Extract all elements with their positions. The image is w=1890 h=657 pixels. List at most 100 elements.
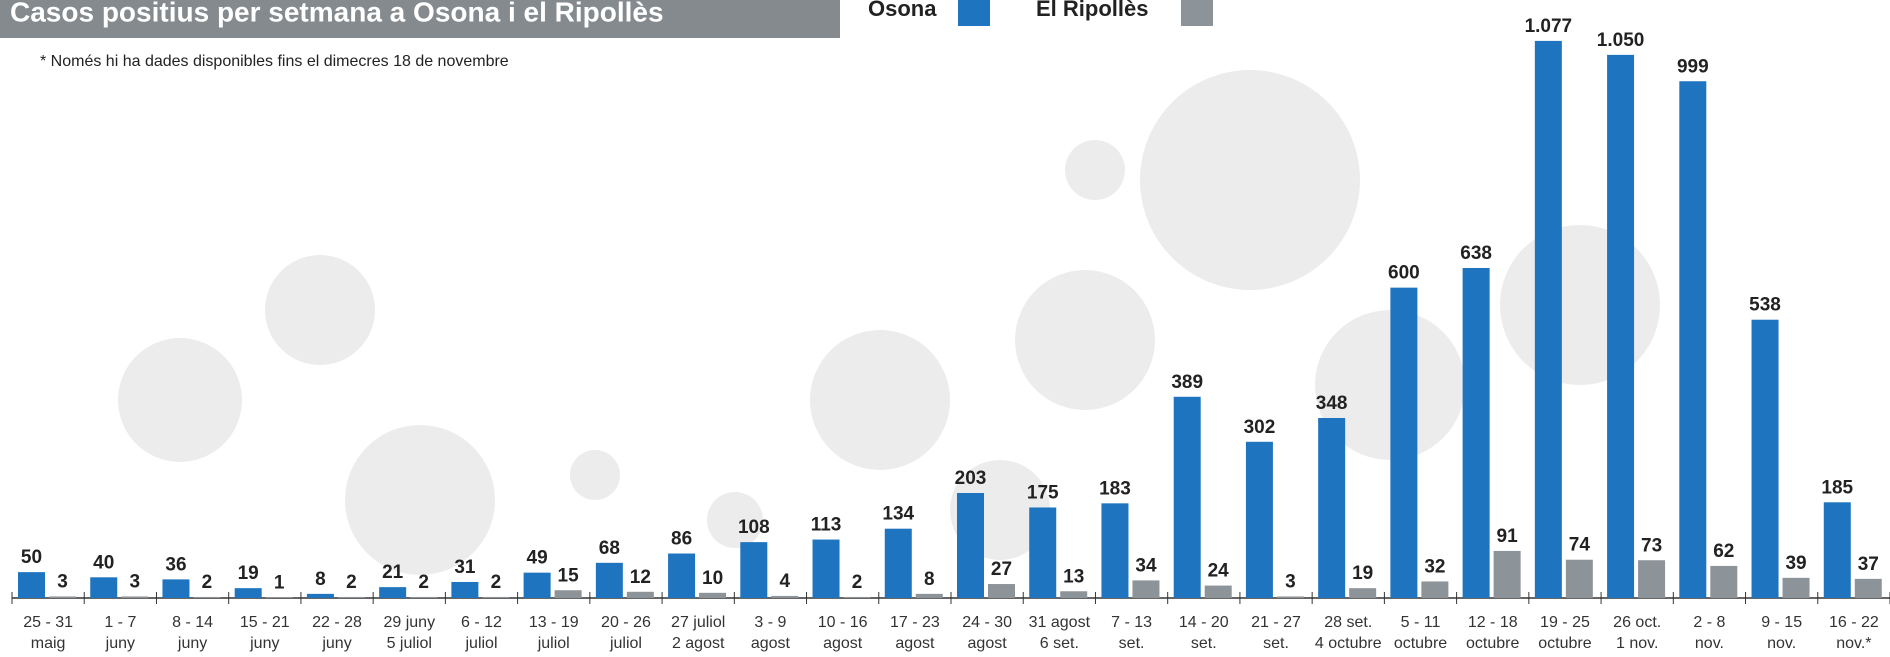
bar: [1277, 596, 1304, 598]
value-label: 8: [924, 569, 935, 590]
value-label: 19: [1352, 563, 1373, 584]
value-label: 37: [1858, 554, 1879, 575]
value-label: 175: [1027, 482, 1059, 503]
value-label: 31: [454, 557, 476, 578]
value-label: 13: [1063, 566, 1084, 587]
value-label: 3: [129, 571, 140, 592]
bar: [699, 593, 726, 598]
chart-title: Casos positius per setmana a Osona i el …: [10, 0, 664, 27]
bar: [49, 596, 76, 598]
bar: [482, 597, 509, 598]
bar: [162, 579, 189, 598]
bar: [410, 597, 437, 598]
value-label: 2: [852, 572, 863, 593]
background-virus: [118, 70, 1660, 575]
value-label: 348: [1316, 393, 1348, 414]
bar: [1783, 578, 1810, 598]
bar: [885, 529, 912, 598]
x-tick-label: 25 - 31maig: [23, 614, 73, 652]
bar: [1494, 551, 1521, 598]
x-tick-label: 13 - 19juliol: [529, 614, 579, 652]
value-label: 3: [57, 571, 68, 592]
value-label: 91: [1497, 526, 1519, 547]
value-label: 74: [1569, 535, 1591, 556]
legend-label: Osona: [868, 0, 937, 21]
bar: [235, 588, 262, 598]
legend-label: El Ripollès: [1036, 0, 1148, 21]
bar: [1535, 41, 1562, 598]
bar: [668, 554, 695, 598]
bar: [596, 563, 623, 598]
value-label: 3: [1285, 571, 1296, 592]
value-label: 73: [1641, 535, 1662, 556]
bar: [1349, 588, 1376, 598]
bar: [1205, 586, 1232, 598]
value-label: 2: [418, 572, 429, 593]
value-label: 32: [1424, 556, 1445, 577]
bar: [1101, 503, 1128, 598]
value-label: 19: [238, 563, 259, 584]
bar: [1566, 560, 1593, 598]
value-label: 538: [1749, 295, 1781, 316]
bar: [338, 597, 365, 598]
value-label: 49: [527, 548, 548, 569]
bar: [844, 597, 871, 598]
bar: [451, 582, 478, 598]
bar: [740, 542, 767, 598]
value-label: 21: [382, 562, 404, 583]
value-label: 36: [165, 554, 186, 575]
bar: [1246, 442, 1273, 598]
x-tick-label: 2 - 8nov.: [1693, 614, 1725, 652]
value-label: 1: [274, 572, 285, 593]
value-label: 999: [1677, 56, 1709, 77]
value-label: 68: [599, 538, 620, 559]
bar: [90, 577, 117, 598]
value-label: 39: [1785, 553, 1806, 574]
bar: [771, 596, 798, 598]
value-label: 50: [21, 547, 42, 568]
value-label: 24: [1208, 561, 1230, 582]
value-label: 113: [811, 515, 842, 536]
chart-subtitle: * Només hi ha dades disponibles fins el …: [40, 53, 509, 70]
bar: [957, 493, 984, 598]
x-tick-label: 5 - 11octubre: [1394, 614, 1447, 652]
bar: [379, 587, 406, 598]
value-label: 40: [93, 552, 114, 573]
value-label: 638: [1460, 243, 1492, 264]
bar: [1463, 268, 1490, 598]
bar: [1060, 591, 1087, 598]
bar: [1318, 418, 1345, 598]
bar: [307, 594, 334, 598]
value-label: 1.050: [1597, 30, 1645, 51]
value-label: 62: [1713, 541, 1734, 562]
value-label: 4: [780, 571, 791, 592]
bar: [1174, 397, 1201, 598]
value-label: 27: [991, 559, 1012, 580]
bar: [916, 594, 943, 598]
value-label: 600: [1388, 263, 1420, 284]
value-label: 34: [1135, 555, 1157, 576]
bar: [1638, 560, 1665, 598]
value-label: 183: [1099, 478, 1131, 499]
value-label: 1.077: [1525, 16, 1573, 37]
bar: [1752, 320, 1779, 598]
x-tick-label: 31 agost6 set.: [1029, 614, 1091, 652]
value-label: 302: [1244, 417, 1276, 438]
value-label: 2: [346, 572, 357, 593]
bar: [555, 590, 582, 598]
value-label: 10: [702, 568, 723, 589]
